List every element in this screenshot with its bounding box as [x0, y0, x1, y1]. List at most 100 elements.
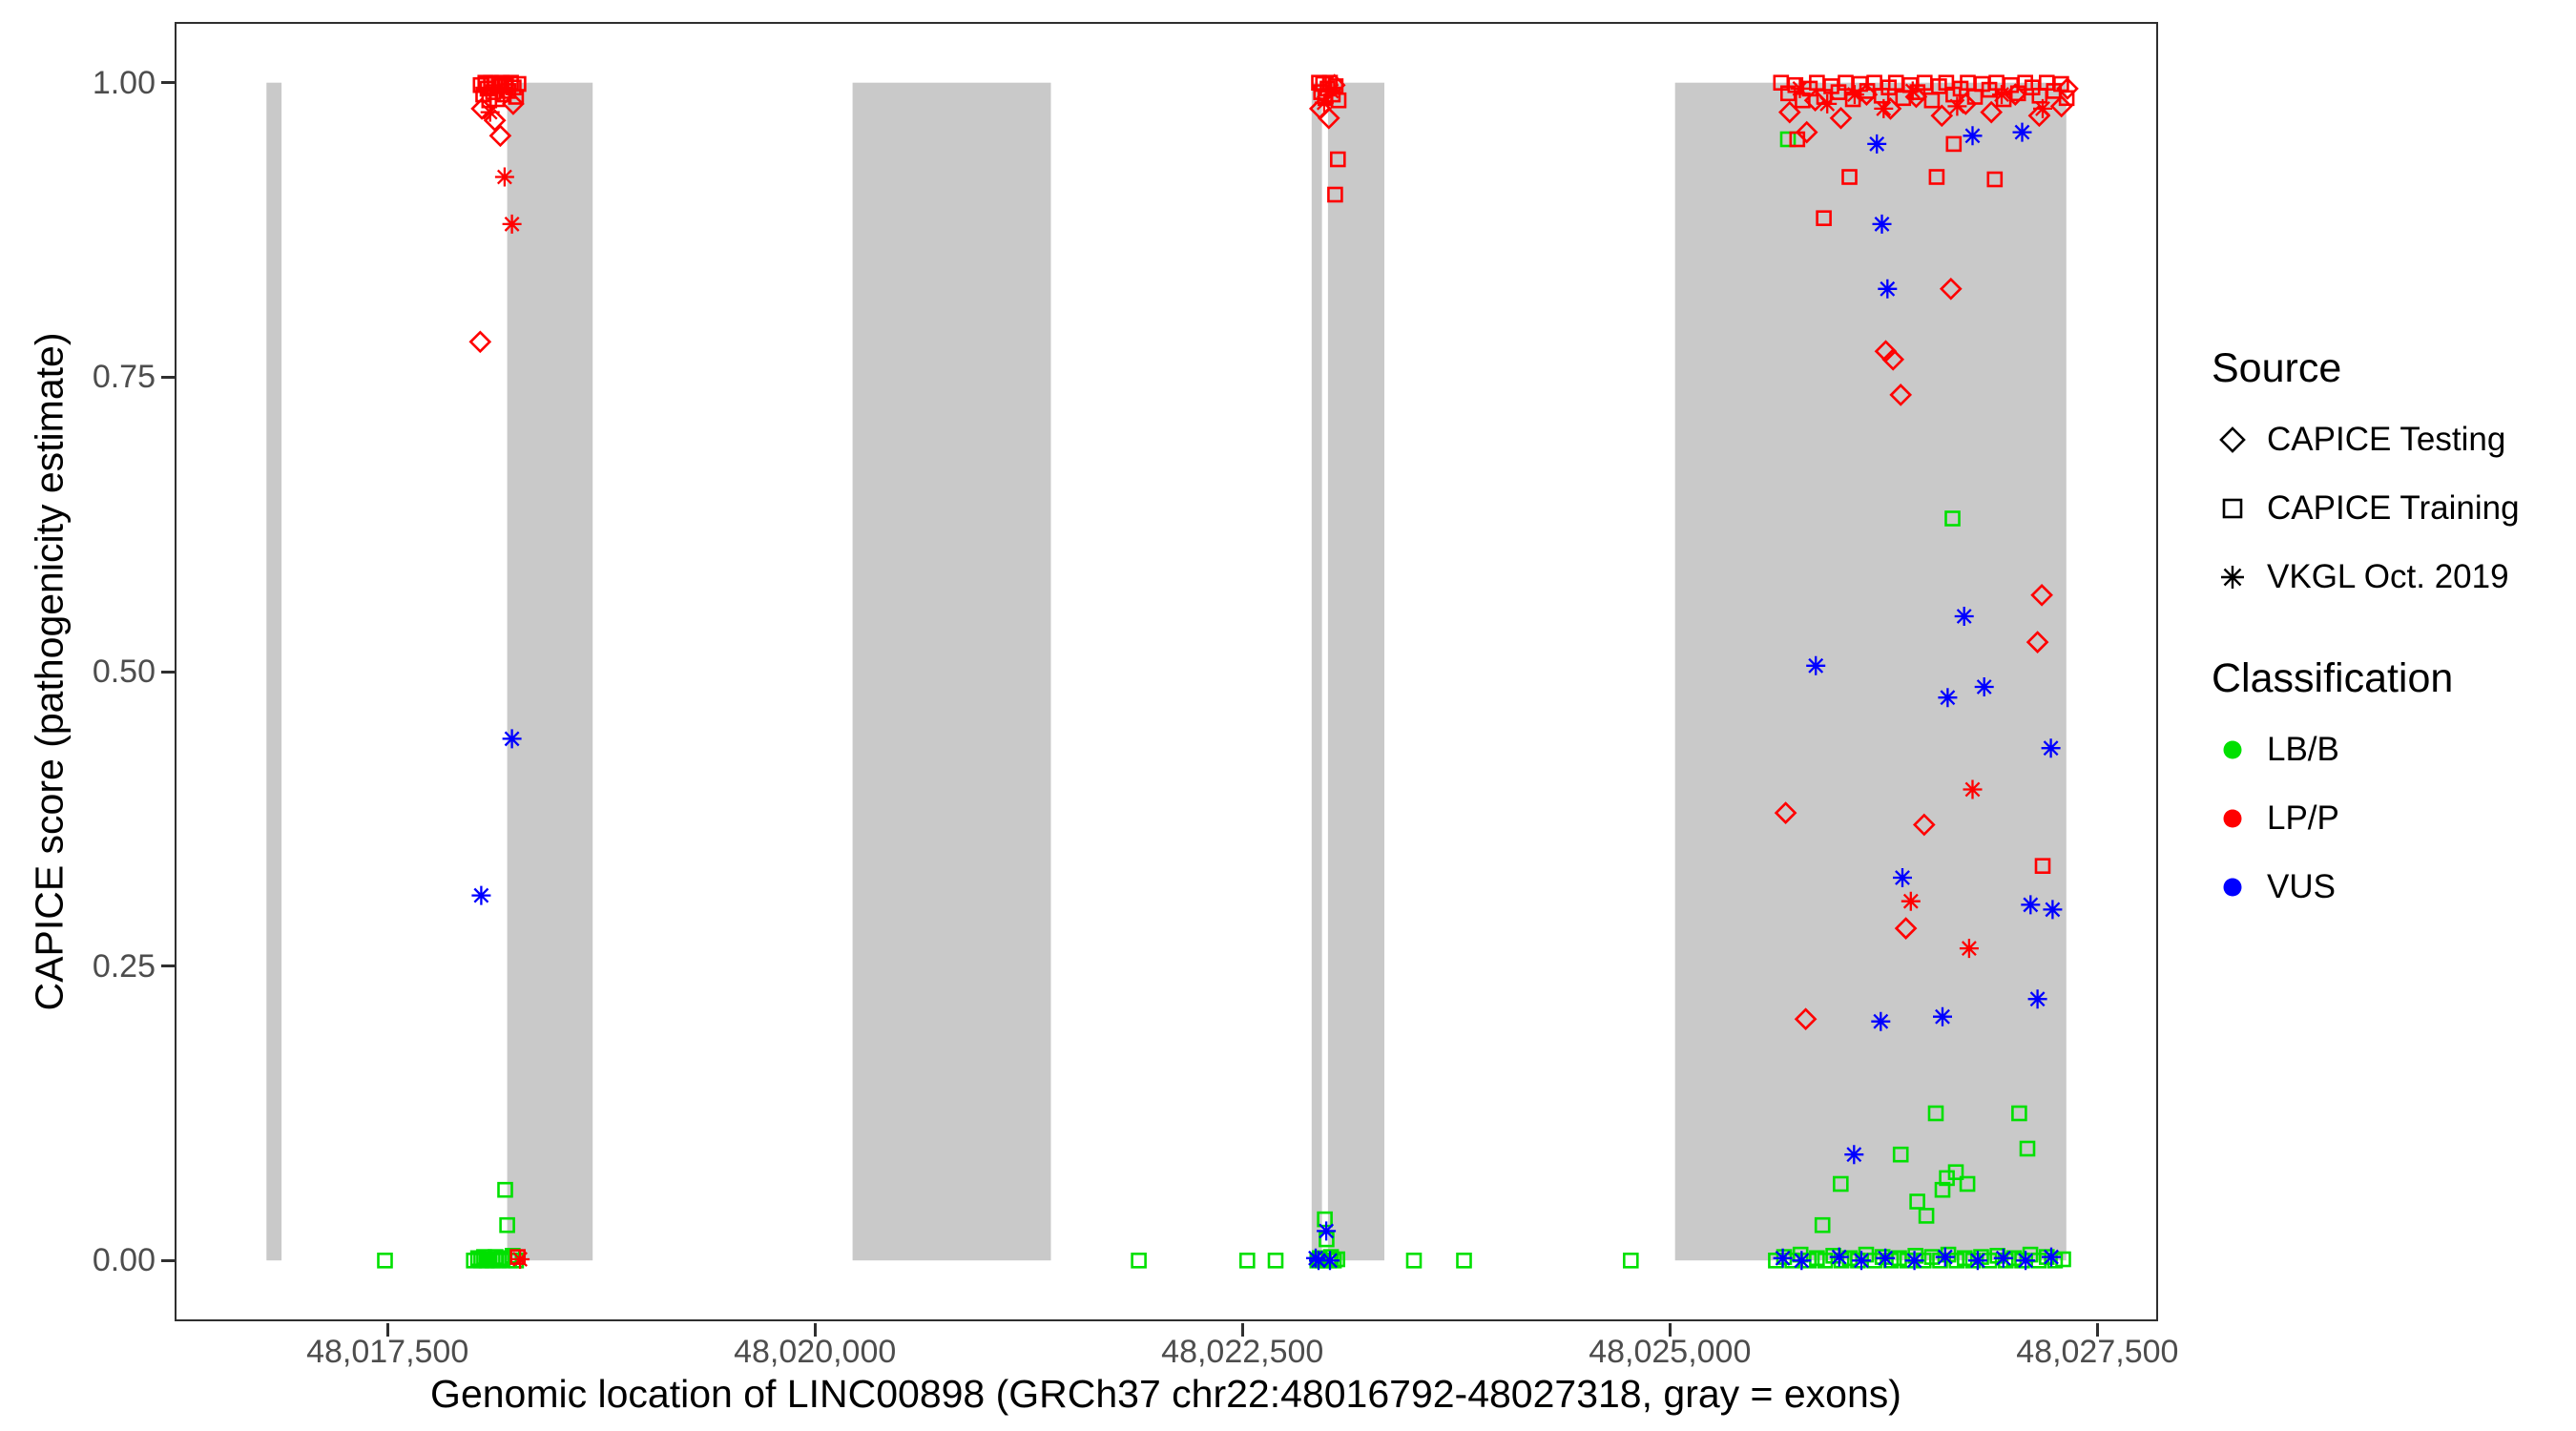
data-point-square: [1959, 1175, 1976, 1192]
data-point-asterisk: [1935, 1247, 1955, 1267]
data-point-diamond: [502, 93, 525, 115]
y-axis-tick-label: 0.25: [92, 947, 156, 985]
x-axis-tick-mark: [385, 1323, 389, 1337]
data-point-diamond: [1317, 106, 1340, 130]
data-point-square: [1874, 1249, 1891, 1265]
data-point-diamond: [2049, 94, 2073, 118]
data-point-diamond: [1894, 917, 1918, 940]
data-point-asterisk: [1314, 93, 1334, 113]
data-point-square: [1816, 210, 1832, 226]
y-axis-tick-mark: [161, 1258, 175, 1262]
data-point-diamond: [2056, 77, 2079, 100]
data-point-square: [1927, 1105, 1944, 1122]
data-point-square: [1405, 1253, 1423, 1269]
data-point-square: [1809, 1250, 1825, 1267]
data-point-square: [2011, 1105, 2027, 1122]
red-dot-icon: [2212, 798, 2254, 840]
green-dot-icon: [2212, 729, 2254, 771]
data-point-asterisk: [2016, 1251, 2036, 1271]
data-point-square: [1957, 1250, 1973, 1267]
data-point-diamond: [2004, 83, 2027, 106]
data-point-asterisk: [1871, 1011, 1891, 1031]
data-point-asterisk: [1320, 1251, 1340, 1271]
data-point-asterisk: [1947, 96, 1967, 116]
data-point-diamond: [1912, 813, 1936, 837]
data-point-asterisk: [1818, 93, 1838, 114]
exon-region: [266, 82, 282, 1261]
asterisk-icon: [2212, 556, 2254, 598]
legend-item-lpp: LP/P: [2212, 798, 2520, 840]
blue-dot-icon: [2212, 866, 2254, 908]
data-point-asterisk: [1902, 81, 1922, 101]
data-point-square: [497, 1181, 513, 1198]
data-point-asterisk: [1773, 1248, 1793, 1268]
legend-label-capice-testing: CAPICE Testing: [2267, 421, 2506, 458]
data-point-square: [2055, 1251, 2071, 1268]
x-axis-tick-mark: [1668, 1323, 1672, 1337]
data-point-square: [1623, 1253, 1639, 1269]
data-point-asterisk: [1867, 134, 1887, 154]
data-point-asterisk: [1874, 98, 1894, 118]
data-point-diamond: [2030, 583, 2053, 607]
diamond-icon: [2212, 419, 2254, 461]
data-point-asterisk: [1878, 279, 1898, 299]
data-point-asterisk: [1792, 1251, 1812, 1271]
data-point-square: [2019, 1140, 2036, 1157]
data-point-asterisk: [1790, 78, 1810, 98]
data-point-square: [1986, 171, 2004, 188]
data-point-asterisk: [1967, 1251, 1987, 1271]
legend-label-capice-training: CAPICE Training: [2267, 489, 2520, 527]
data-point-diamond: [488, 124, 512, 148]
data-point-diamond: [470, 97, 493, 120]
data-point-asterisk: [471, 885, 491, 905]
data-point-asterisk: [1963, 126, 1983, 146]
data-point-square: [1814, 1216, 1831, 1234]
data-point-asterisk: [480, 102, 500, 122]
data-point-asterisk: [2012, 122, 2032, 142]
data-point-diamond: [1794, 1007, 1818, 1031]
data-point-square: [377, 1253, 393, 1269]
data-point-asterisk: [1904, 1251, 1924, 1271]
x-axis-tick-label: 48,020,000: [734, 1334, 897, 1370]
data-point-asterisk: [502, 729, 522, 749]
x-axis-tick-label: 48,025,000: [1589, 1334, 1752, 1370]
legend-label-vus: VUS: [2267, 868, 2336, 905]
legend-source-title: Source: [2212, 345, 2342, 391]
data-point-diamond: [1954, 93, 1978, 115]
data-point-square: [1317, 1211, 1333, 1228]
exon-region: [852, 82, 1051, 1261]
legend-item-capice-testing: CAPICE Testing: [2212, 419, 2520, 461]
legend-classification-title: Classification: [2212, 655, 2454, 701]
data-point-diamond: [1777, 100, 1801, 124]
data-point-square: [1998, 1253, 2014, 1269]
data-point-asterisk: [1829, 1247, 1849, 1267]
data-point-diamond: [1795, 120, 1818, 144]
data-point-square: [1267, 1253, 1284, 1269]
y-axis-tick-mark: [161, 964, 175, 968]
data-point-asterisk: [1844, 85, 1864, 105]
data-point-asterisk: [1992, 85, 2011, 105]
blue-dot-icon-svg: [2223, 878, 2242, 897]
data-point-diamond: [1881, 347, 1905, 371]
asterisk-icon-svg: [2221, 566, 2244, 589]
data-point-square: [510, 75, 527, 93]
data-point-square: [1779, 131, 1797, 148]
data-point-square: [1841, 169, 1858, 185]
y-axis-tick-label: 0.50: [92, 653, 156, 690]
data-point-square: [1944, 510, 1961, 527]
data-point-asterisk: [1844, 1145, 1864, 1165]
exon-region: [1674, 82, 2067, 1261]
data-point-asterisk: [1954, 607, 1974, 626]
square-icon-svg: [2222, 498, 2243, 519]
y-axis-tick-label: 0.75: [92, 359, 156, 396]
legend-item-vkgl: VKGL Oct. 2019: [2212, 556, 2520, 598]
legend-item-lbb: LB/B: [2212, 729, 2520, 771]
data-point-asterisk: [1872, 214, 1892, 234]
data-point-diamond: [1774, 801, 1797, 824]
data-point-square: [1841, 1250, 1859, 1267]
data-point-square: [1330, 151, 1346, 168]
exon-region: [1327, 82, 1384, 1261]
x-axis-tick-mark: [2095, 1323, 2099, 1337]
data-point-square: [1456, 1253, 1472, 1269]
